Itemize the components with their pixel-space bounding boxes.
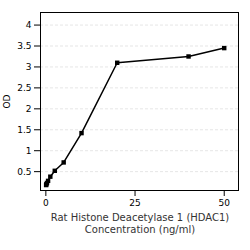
svg-text:3.5: 3.5 — [17, 41, 31, 51]
svg-text:0: 0 — [43, 198, 49, 208]
svg-text:2.5: 2.5 — [17, 83, 31, 93]
svg-text:25: 25 — [129, 198, 140, 208]
svg-text:1.5: 1.5 — [17, 125, 31, 135]
svg-text:2: 2 — [26, 104, 32, 114]
svg-text:50: 50 — [219, 198, 231, 208]
svg-text:0.5: 0.5 — [17, 167, 31, 177]
html-text:Rat Histone Deacetylase 1 (HDA: Rat Histone Deacetylase 1 (HDAC1) — [50, 212, 230, 223]
svg-text:OD: OD — [2, 94, 12, 108]
svg-text:1: 1 — [26, 146, 32, 156]
html-text:Concentration (ng/ml): Concentration (ng/ml) — [84, 224, 196, 235]
svg-text:4: 4 — [26, 20, 32, 30]
svg-text:3: 3 — [26, 62, 32, 72]
